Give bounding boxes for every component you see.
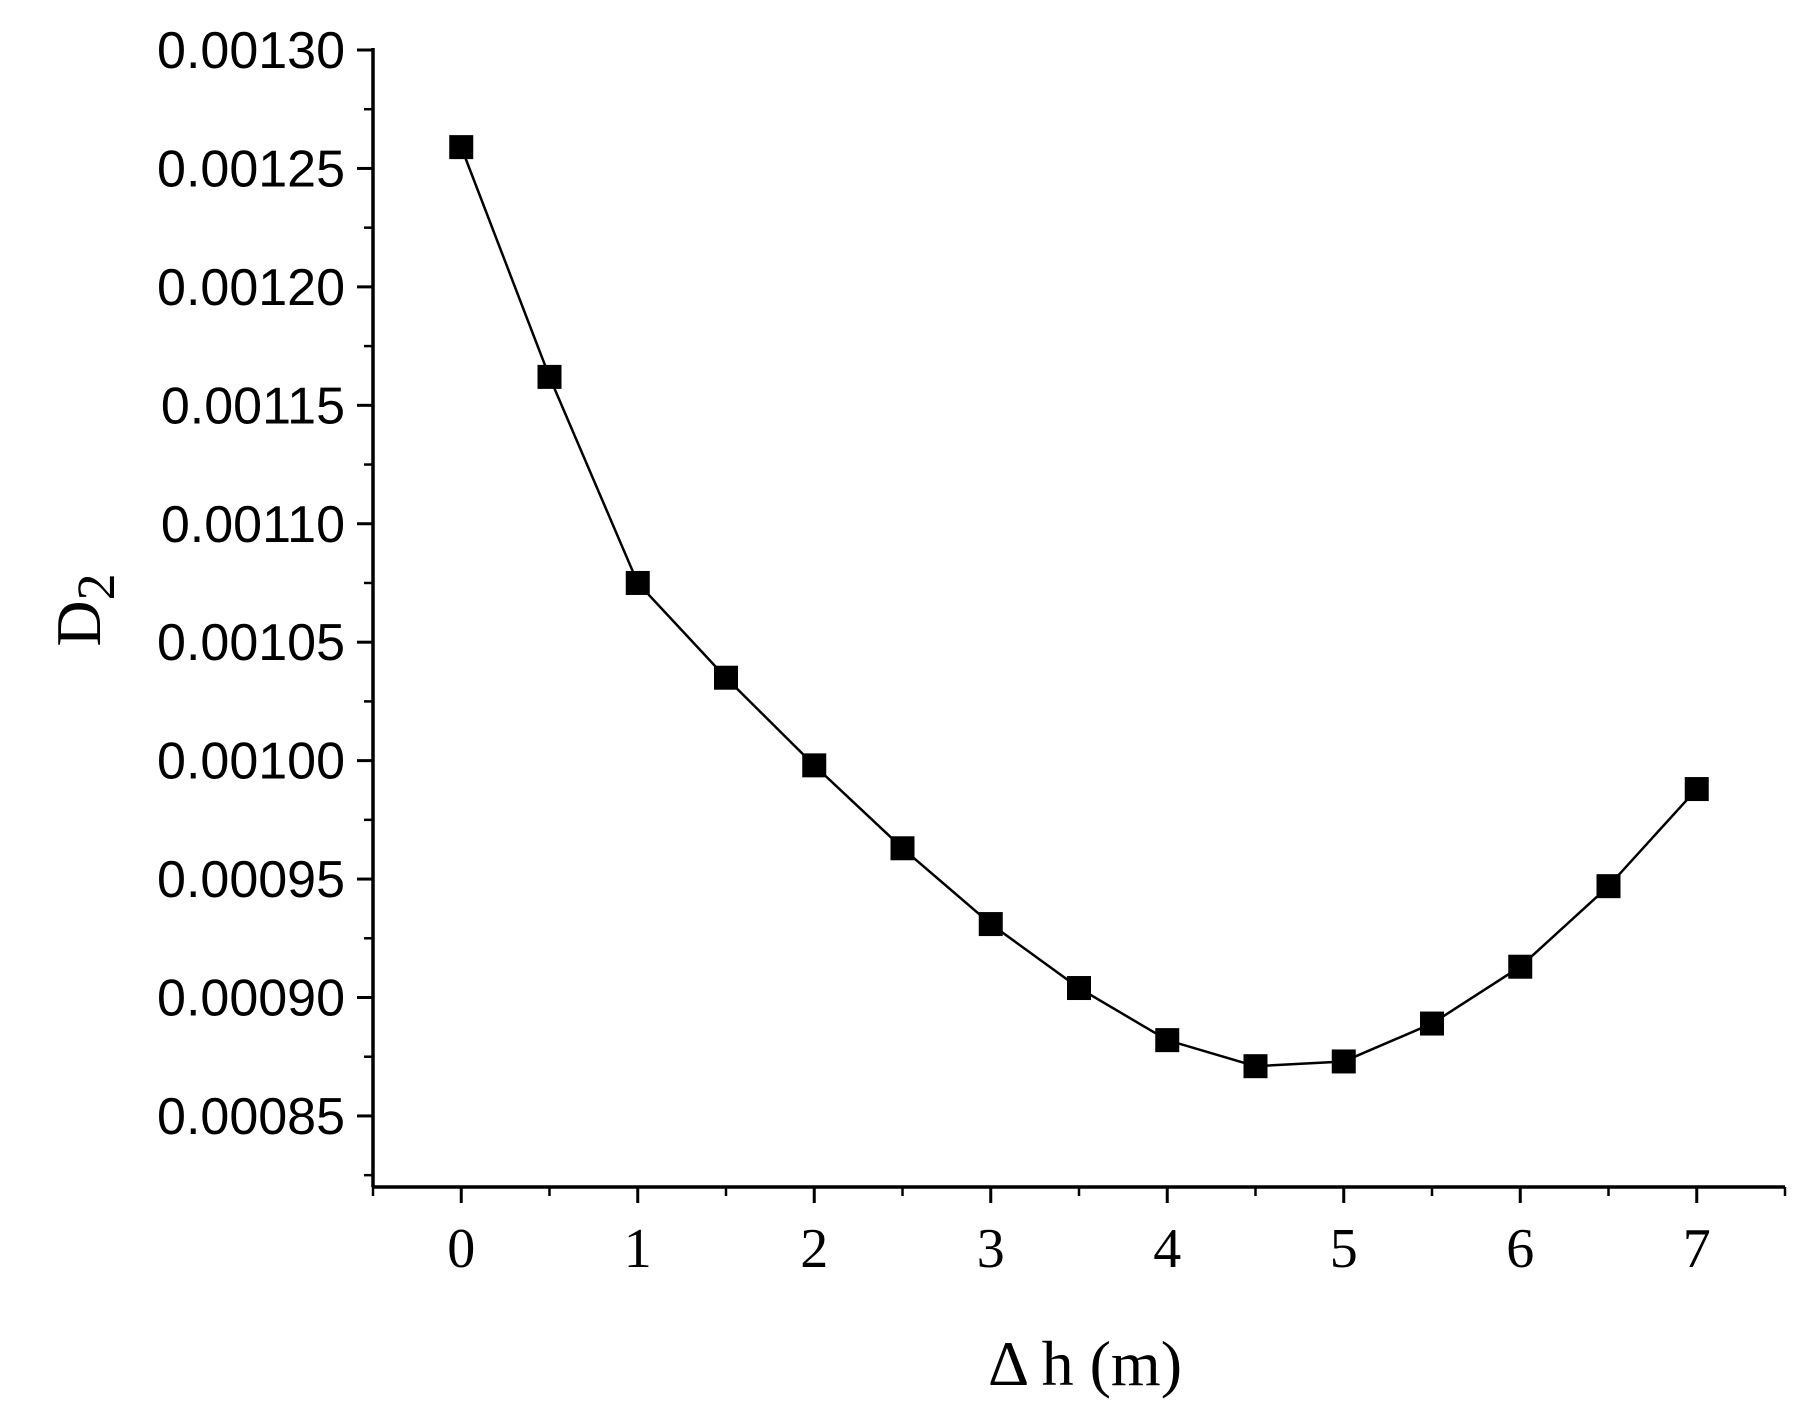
y-axis-title-subscript: 2 [66,573,126,600]
y-tick-label: 0.00120 [157,259,345,317]
data-point-marker [714,665,738,690]
plot-area [449,135,1709,1079]
x-tick-label: 7 [1683,1218,1711,1280]
x-axis-title: Δ h (m) [988,1328,1182,1399]
x-tick-label: 5 [1330,1218,1358,1280]
data-point-marker [537,364,562,389]
x-tick-label: 2 [800,1218,828,1280]
y-tick-label: 0.00095 [157,851,345,909]
data-point-marker [1508,954,1533,979]
data-point-marker [890,836,915,861]
y-tick-label: 0.00085 [157,1088,345,1146]
y-tick-label: 0.00090 [157,970,345,1028]
y-tick-label: 0.00125 [157,140,345,198]
data-point-marker [1596,874,1621,899]
data-point-marker [1331,1049,1356,1074]
x-axis-ticks: 0 1 2 3 4 5 6 7 [371,1187,1787,1280]
x-tick-label: 3 [977,1218,1005,1280]
data-point-marker [1155,1028,1180,1053]
data-point-marker [978,912,1003,937]
x-tick-label: 1 [624,1218,652,1280]
data-point-marker [1684,777,1709,802]
y-tick-label: 0.00100 [157,733,345,791]
data-point-marker [1067,976,1091,1001]
y-axis-title-main: D [43,600,114,646]
axes [371,48,1785,1189]
data-point-marker [1243,1054,1268,1079]
y-tick-label: 0.00110 [161,496,345,554]
y-tick-label: 0.00115 [161,377,345,435]
data-point-marker [449,135,474,160]
x-tick-label: 6 [1506,1218,1534,1280]
data-point-marker [625,570,650,595]
series-line [460,146,1698,1068]
x-tick-label: 0 [447,1218,475,1280]
y-axis-ticks: 0.00085 0.00090 0.00095 0.00100 0.00105 0.001… [157,22,373,1177]
data-point-marker [1420,1011,1444,1036]
x-tick-label: 4 [1153,1218,1181,1280]
y-tick-label: 0.00130 [157,22,345,80]
y-tick-label: 0.00105 [157,614,345,672]
y-axis-title: D2 [43,573,126,646]
data-point-marker [802,753,827,778]
